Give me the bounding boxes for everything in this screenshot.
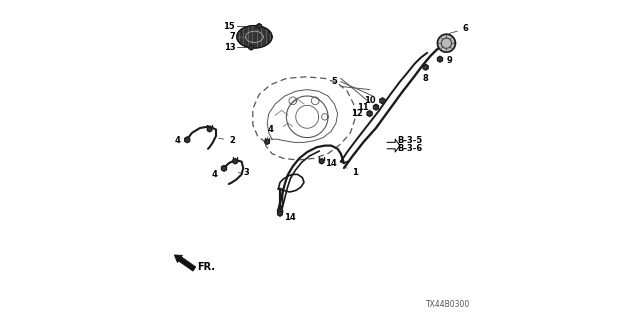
Polygon shape: [374, 104, 378, 110]
Text: TX44B0300: TX44B0300: [426, 300, 470, 309]
Text: 10: 10: [364, 96, 383, 105]
Text: 11: 11: [357, 103, 376, 112]
Text: 13: 13: [223, 43, 236, 52]
Text: 3: 3: [239, 168, 249, 177]
Text: 1: 1: [346, 168, 358, 177]
Polygon shape: [278, 211, 282, 216]
Text: 6: 6: [449, 24, 468, 34]
Text: FR.: FR.: [197, 262, 215, 272]
Text: 14: 14: [280, 213, 296, 222]
Polygon shape: [380, 98, 385, 104]
Polygon shape: [265, 139, 269, 144]
Polygon shape: [237, 26, 272, 48]
Text: 12: 12: [351, 109, 370, 118]
Text: 4: 4: [211, 169, 224, 179]
Text: 4: 4: [268, 125, 273, 139]
Polygon shape: [207, 127, 212, 132]
Polygon shape: [233, 159, 237, 164]
Polygon shape: [319, 159, 324, 164]
Text: 9: 9: [440, 56, 452, 65]
Polygon shape: [249, 45, 253, 50]
Text: B-3-6: B-3-6: [397, 144, 422, 153]
Polygon shape: [257, 24, 261, 29]
Text: B-3-5: B-3-5: [397, 136, 422, 145]
Text: 15: 15: [223, 22, 236, 31]
Polygon shape: [367, 111, 372, 116]
Polygon shape: [278, 208, 282, 214]
Text: 2: 2: [219, 136, 235, 145]
Text: 4: 4: [175, 136, 187, 145]
Text: 7: 7: [230, 32, 236, 41]
Text: 5: 5: [332, 77, 338, 86]
Polygon shape: [438, 34, 456, 52]
FancyArrow shape: [174, 255, 196, 271]
Polygon shape: [221, 165, 227, 171]
Polygon shape: [185, 137, 189, 143]
Polygon shape: [423, 64, 428, 70]
Text: 8: 8: [423, 67, 428, 83]
Polygon shape: [438, 56, 442, 62]
Text: 14: 14: [322, 158, 337, 168]
